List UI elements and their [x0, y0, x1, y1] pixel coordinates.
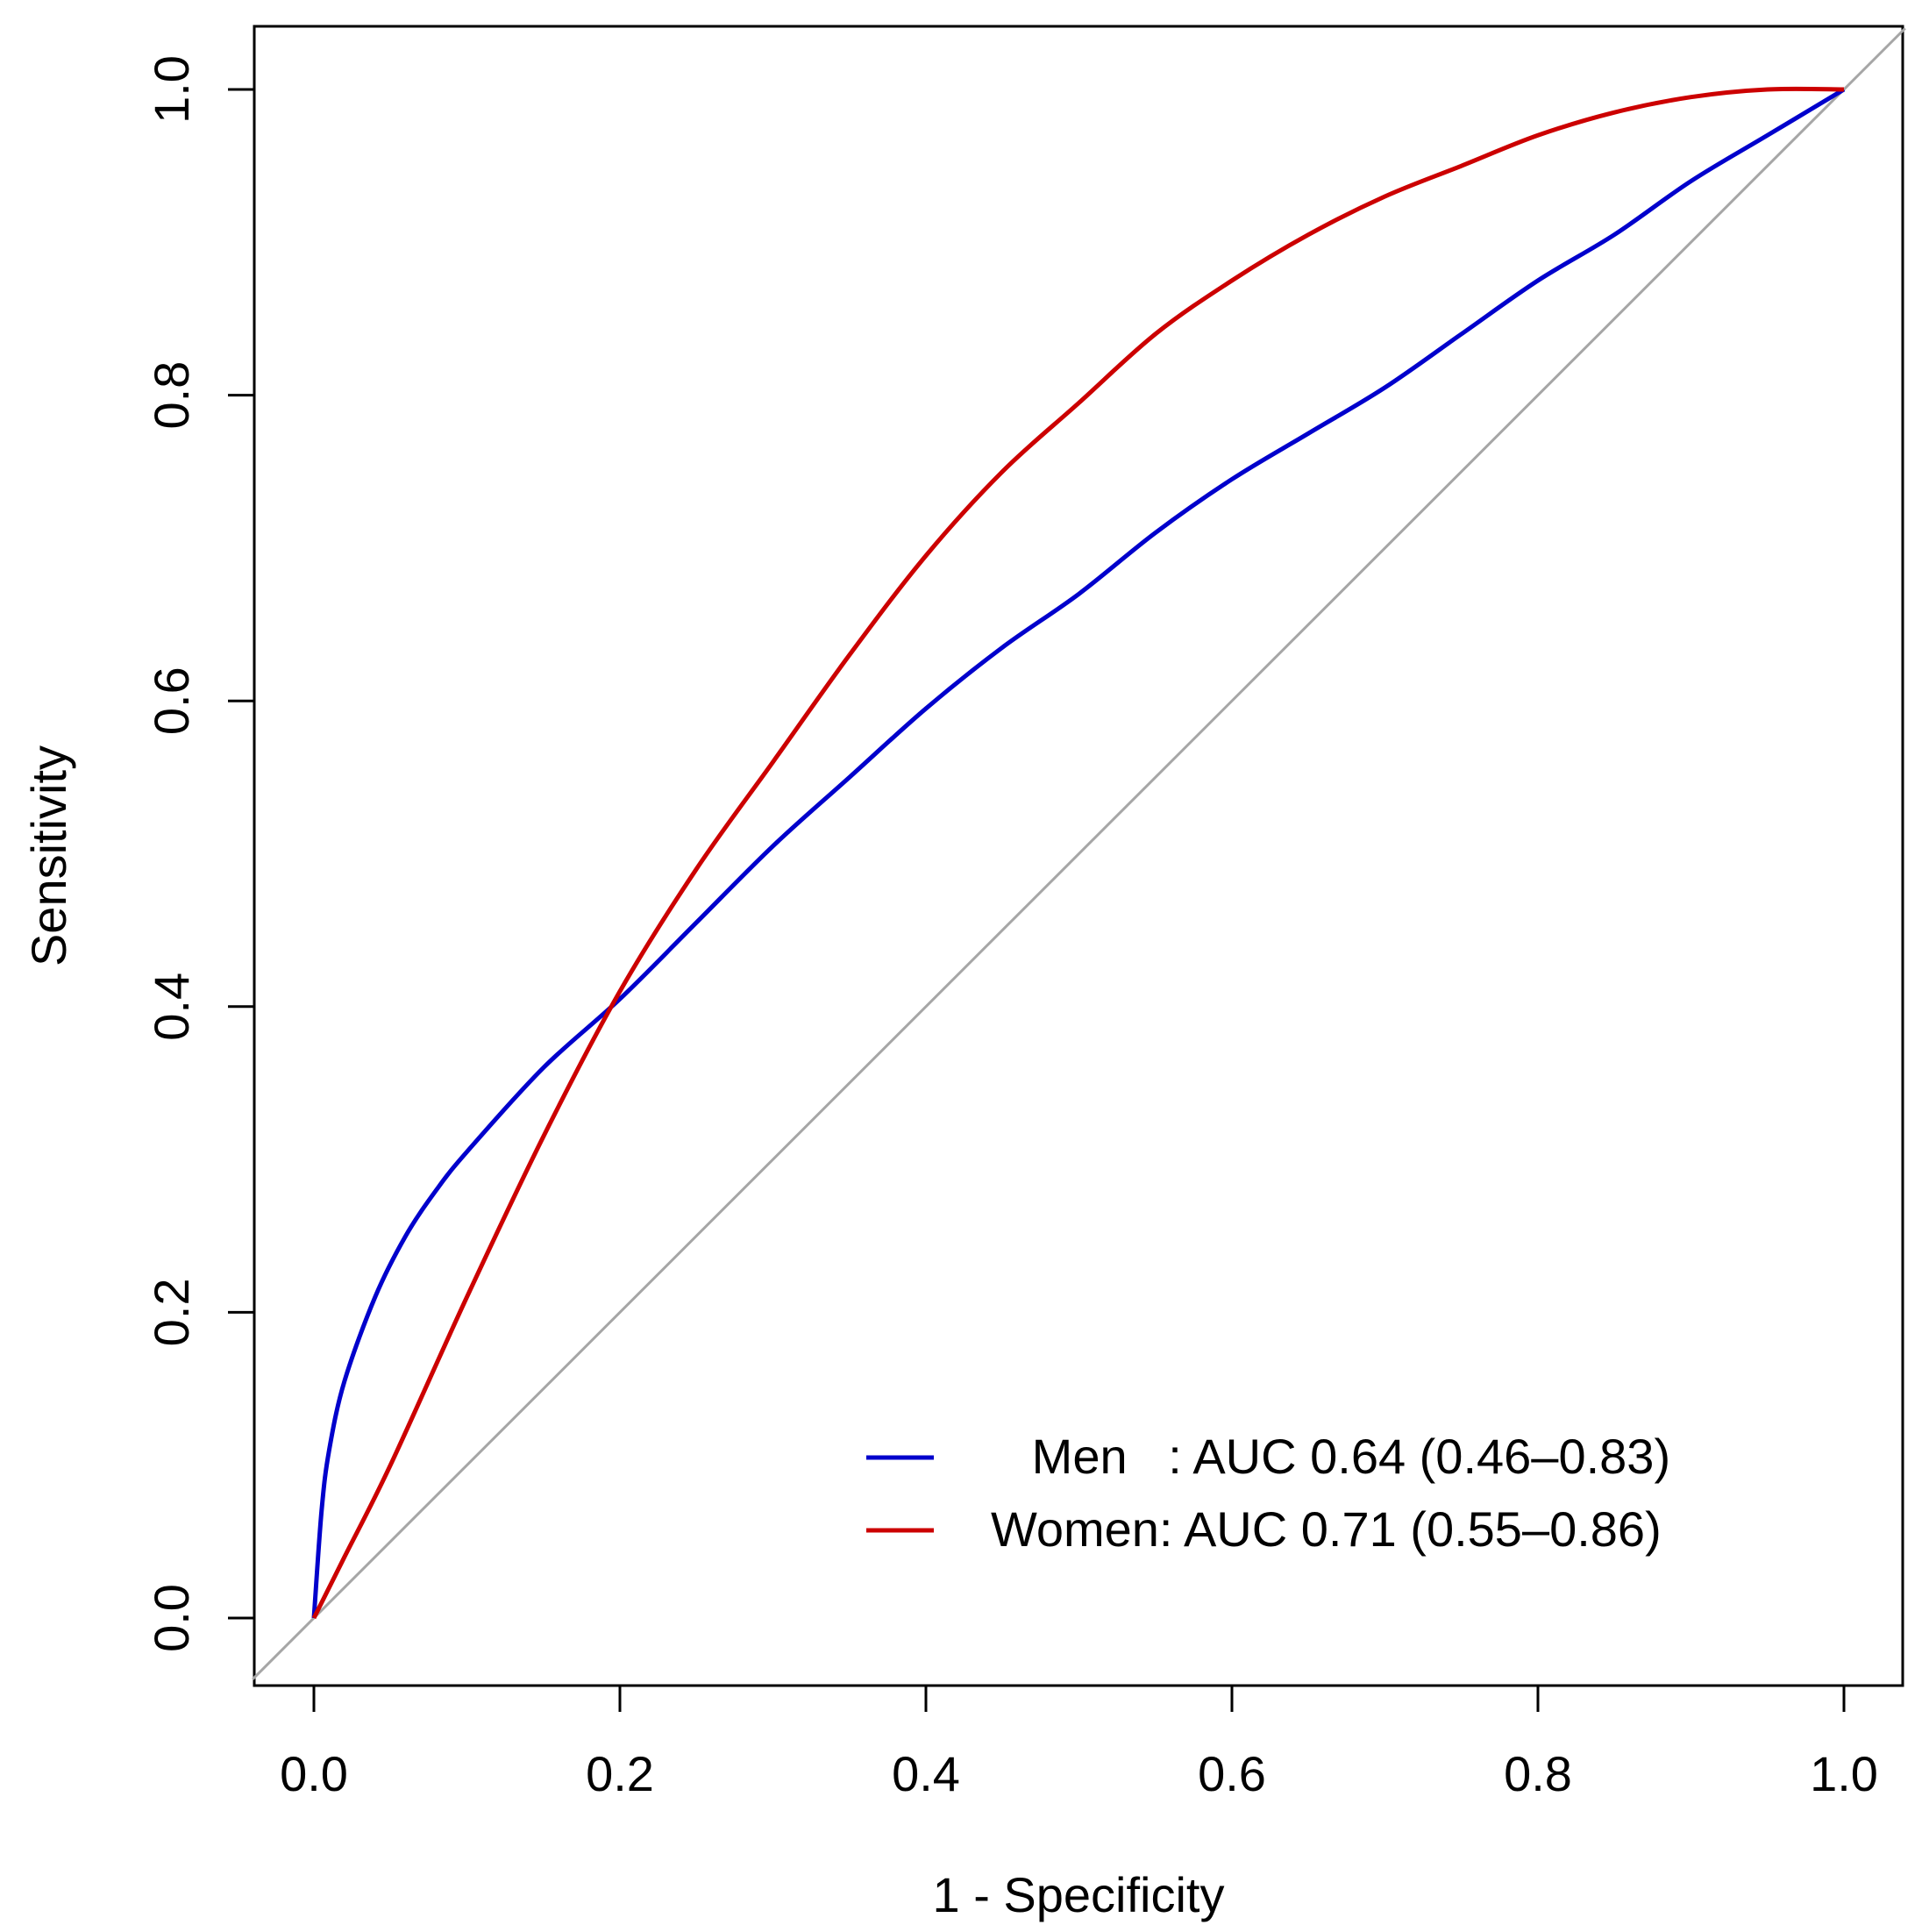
x-tick-label: 0.6: [1198, 1746, 1266, 1801]
y-tick-label: 1.0: [144, 55, 199, 124]
x-tick-label: 1.0: [1810, 1746, 1878, 1801]
y-tick-label: 0.6: [144, 667, 199, 735]
x-axis-label: 1 - Specificity: [933, 1867, 1225, 1922]
series-line-men: [311, 87, 1846, 1619]
x-tick-label: 0.8: [1504, 1746, 1572, 1801]
legend-label-women: Women: AUC 0.71 (0.55–0.86): [991, 1501, 1662, 1557]
x-axis: 0.0 0.2 0.4 0.6 0.8 1.0: [280, 1684, 1878, 1801]
y-axis-label: Sensitivity: [21, 745, 76, 966]
reference-diagonal: [252, 27, 1906, 1680]
legend: Men : AUC 0.64 (0.46–0.83) Women: AUC 0.7…: [866, 1429, 1670, 1557]
legend-label-men: Men : AUC 0.64 (0.46–0.83): [991, 1429, 1670, 1484]
y-tick-label: 0.0: [144, 1584, 199, 1652]
series-line-women: [311, 86, 1845, 1620]
y-tick-label: 0.2: [144, 1278, 199, 1346]
y-tick-label: 0.4: [144, 973, 199, 1041]
y-axis: 0.0 0.2 0.4 0.6 0.8 1.0: [144, 55, 256, 1652]
y-tick-label: 0.8: [144, 361, 199, 430]
x-tick-label: 0.2: [586, 1746, 654, 1801]
x-tick-label: 0.0: [280, 1746, 348, 1801]
x-tick-label: 0.4: [892, 1746, 960, 1801]
